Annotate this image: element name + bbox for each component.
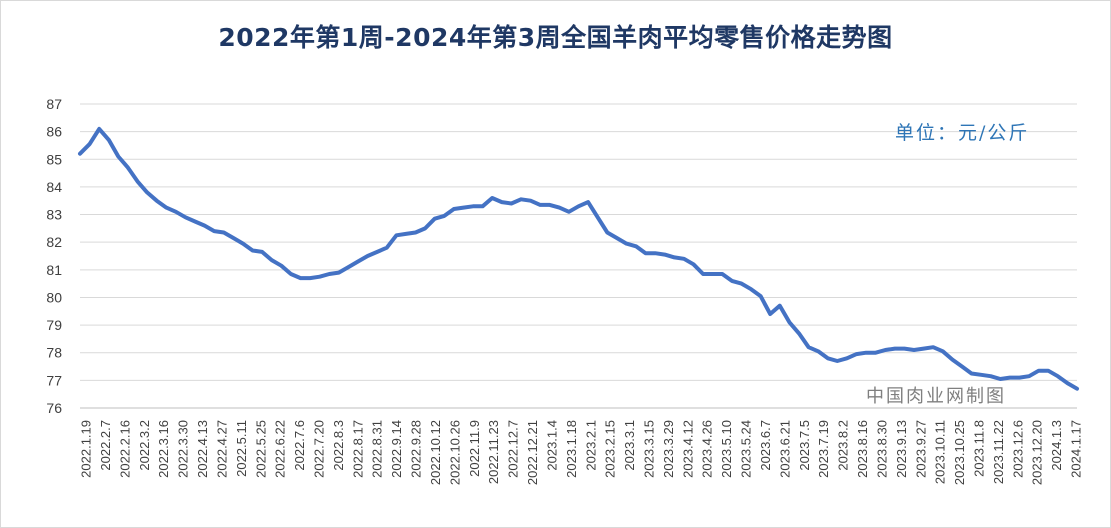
x-tick-label: 2023.8.16	[855, 420, 870, 478]
x-tick-label: 2022.7.6	[292, 420, 307, 471]
x-tick-label: 2023.9.13	[894, 420, 909, 478]
x-tick-label: 2023.4.26	[700, 420, 715, 478]
y-tick-label: 85	[46, 151, 62, 167]
x-tick-label: 2022.3.30	[176, 420, 191, 478]
y-tick-label: 80	[46, 289, 62, 305]
y-tick-label: 79	[46, 317, 62, 333]
x-tick-label: 2022.2.7	[98, 420, 113, 471]
x-tick-label: 2022.11.23	[486, 420, 501, 484]
x-tick-label: 2023.1.4	[544, 420, 559, 471]
x-tick-label: 2022.1.19	[79, 420, 94, 478]
y-tick-label: 82	[46, 234, 62, 250]
x-tick-label: 2022.11.9	[467, 420, 482, 477]
x-tick-label: 2022.7.20	[311, 420, 326, 478]
y-tick-label: 78	[46, 345, 62, 361]
x-tick-label: 2023.3.15	[641, 420, 656, 478]
x-tick-label: 2023.6.21	[777, 420, 792, 478]
x-tick-label: 2022.8.17	[350, 420, 365, 478]
x-tick-label: 2023.7.19	[816, 420, 831, 478]
x-tick-label: 2023.9.27	[913, 420, 928, 478]
x-tick-label: 2022.8.31	[370, 420, 385, 478]
x-tick-label: 2023.8.30	[874, 420, 889, 478]
x-tick-label: 2022.4.13	[195, 420, 210, 478]
x-tick-label: 2023.5.10	[719, 420, 734, 478]
x-tick-label: 2022.5.25	[253, 420, 268, 478]
x-tick-label: 2023.11.22	[991, 420, 1006, 484]
x-tick-label: 2022.6.22	[273, 420, 288, 478]
x-tick-label: 2023.2.1	[583, 420, 598, 471]
y-axis-labels: 76 77 78 79 80 81 82 83 84 85 86 87	[46, 96, 62, 416]
unit-label: 单位：元/公斤	[895, 122, 1030, 144]
x-tick-label: 2022.5.11	[234, 420, 249, 477]
x-tick-label: 2022.9.14	[389, 420, 404, 478]
x-axis-labels: 2022.1.19 2022.2.7 2022.2.16 2022.3.2 2022.3…	[79, 420, 1084, 485]
x-tick-label: 2023.5.24	[739, 420, 754, 478]
x-tick-label: 2023.3.1	[622, 420, 637, 471]
y-tick-label: 76	[46, 400, 62, 416]
price-line	[78, 126, 1079, 391]
x-tick-label: 2023.10.25	[952, 420, 967, 485]
chart-title: 2022年第1周-2024年第3周全国羊肉平均零售价格走势图	[218, 23, 893, 52]
y-tick-label: 86	[46, 124, 62, 140]
x-tick-label: 2023.10.11	[933, 420, 948, 484]
y-tick-label: 77	[46, 372, 62, 388]
x-tick-label: 2022.3.2	[137, 420, 152, 471]
x-tick-label: 2023.12.20	[1030, 420, 1045, 485]
x-tick-label: 2023.4.12	[680, 420, 695, 478]
y-tick-label: 87	[46, 96, 62, 112]
x-tick-label: 2023.1.18	[564, 420, 579, 478]
x-tick-label: 2022.12.7	[506, 420, 521, 478]
x-tick-label: 2024.1.17	[1069, 420, 1084, 478]
x-tick-label: 2023.11.8	[971, 420, 986, 477]
x-tick-label: 2023.3.29	[661, 420, 676, 478]
x-tick-label: 2022.3.16	[156, 420, 171, 478]
x-tick-label: 2023.7.5	[797, 420, 812, 471]
x-tick-label: 2022.2.16	[117, 420, 132, 478]
source-label: 中国肉业网制图	[866, 386, 1006, 407]
y-tick-label: 83	[46, 207, 62, 223]
x-tick-label: 2022.8.3	[331, 420, 346, 471]
x-tick-label: 2022.10.12	[428, 420, 443, 485]
x-tick-label: 2022.4.27	[214, 420, 229, 478]
x-tick-label: 2022.10.26	[447, 420, 462, 485]
y-tick-label: 81	[46, 262, 62, 278]
gridlines	[80, 103, 1077, 409]
x-tick-label: 2023.12.6	[1010, 420, 1025, 478]
x-tick-label: 2024.1.3	[1049, 420, 1064, 471]
x-tick-label: 2022.9.28	[409, 420, 424, 478]
y-tick-label: 84	[46, 179, 62, 195]
x-tick-label: 2023.8.2	[836, 420, 851, 471]
x-tick-label: 2023.6.7	[758, 420, 773, 471]
x-tick-label: 2022.12.21	[525, 420, 540, 485]
x-tick-label: 2023.2.15	[603, 420, 618, 478]
